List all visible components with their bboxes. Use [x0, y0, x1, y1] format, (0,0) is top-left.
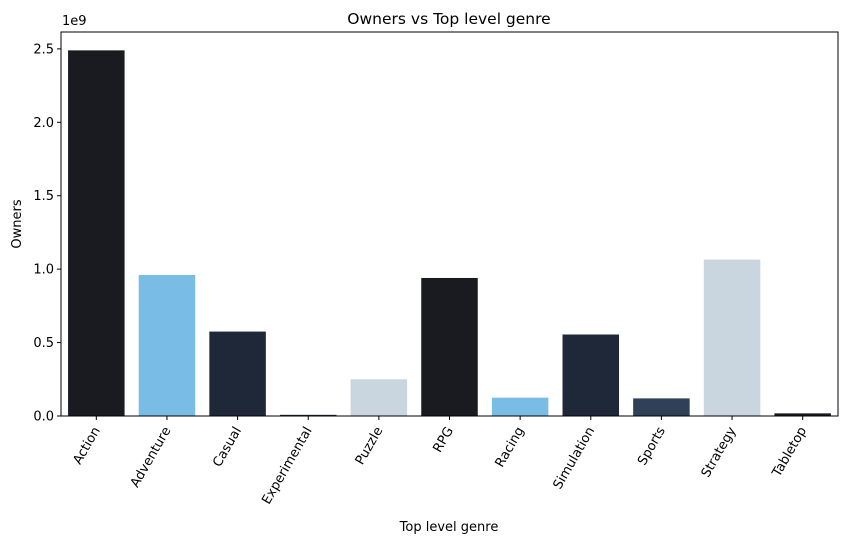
- x-tick-label: Puzzle: [353, 425, 387, 468]
- x-tick-label: Casual: [210, 425, 245, 470]
- bar-rpg: [421, 277, 478, 416]
- bars-group: [68, 50, 831, 416]
- x-tick-label: Experimental: [259, 425, 315, 508]
- y-tick-label: 2.5: [33, 42, 54, 57]
- bar-action: [68, 50, 125, 416]
- bar-racing: [491, 397, 549, 416]
- y-tick-label: 1.5: [33, 189, 54, 204]
- bar-strategy: [703, 259, 761, 416]
- x-tick-label: Action: [70, 425, 103, 468]
- x-tick-label: Tabletop: [769, 425, 810, 481]
- y-tick-label: 0.0: [33, 410, 54, 425]
- x-tick-label: Sports: [635, 424, 669, 468]
- x-tick-label: RPG: [430, 425, 456, 456]
- y-axis-offset-label: 1e9: [62, 14, 87, 29]
- y-tick-label: 0.5: [33, 336, 54, 351]
- bar-adventure: [138, 275, 196, 416]
- bar-simulation: [562, 334, 620, 416]
- bar-experimental: [279, 414, 337, 416]
- bar-sports: [633, 398, 690, 416]
- y-axis-ticks: 0.0 0.5 1.0 1.5 2.0 2.5: [33, 42, 61, 425]
- bar-tabletop: [774, 413, 831, 416]
- y-tick-label: 2.0: [33, 116, 54, 131]
- y-tick-label: 1.0: [33, 263, 54, 278]
- x-tick-label: Simulation: [551, 425, 599, 492]
- bar-puzzle: [350, 379, 408, 416]
- x-tick-label: Strategy: [699, 424, 740, 480]
- x-tick-label: Racing: [493, 425, 528, 471]
- y-axis-label: Owners: [10, 199, 25, 248]
- plot-frame: [60, 31, 839, 417]
- x-axis-label: Top level genre: [399, 520, 499, 535]
- x-tick-label: Adventure: [128, 425, 175, 491]
- x-axis-ticks: Action Adventure Casual Experimental Puzzle R…: [70, 416, 810, 507]
- chart-title: Owners vs Top level genre: [347, 10, 550, 28]
- bar-casual: [209, 331, 266, 416]
